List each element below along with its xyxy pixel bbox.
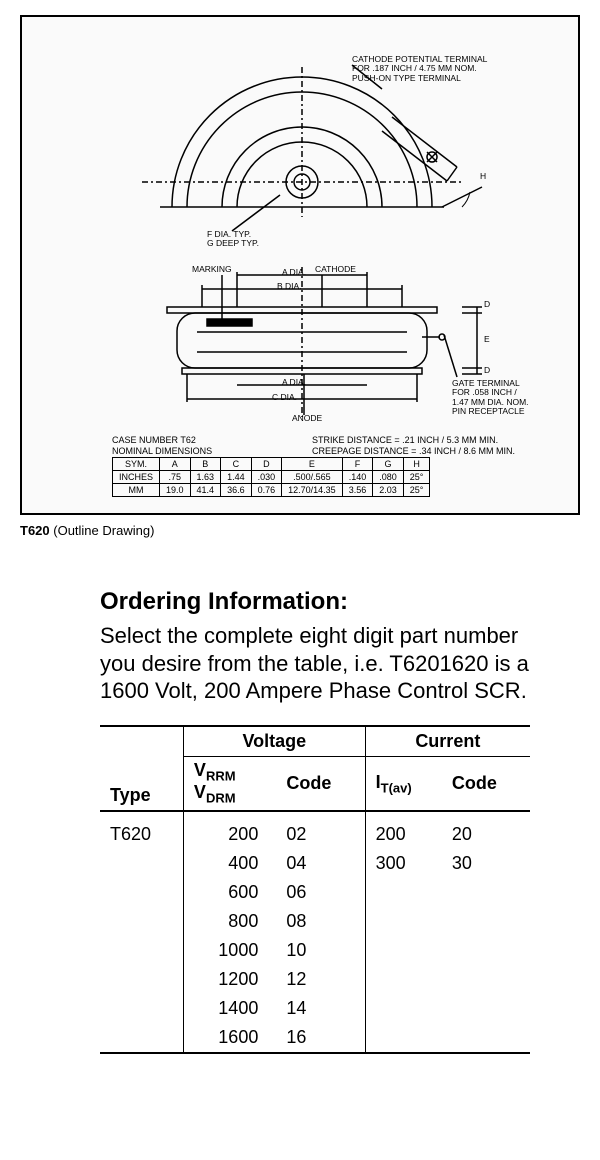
callout-c-dia: C DIA. [272,393,297,402]
order-row-3: 800 08 [100,907,530,936]
order-row-5: 1200 12 [100,965,530,994]
ordering-heading: Ordering Information: [100,588,530,616]
callout-b-dia: B DIA. [277,282,302,291]
dim-row-inches: INCHES .75 1.63 1.44 .030 .500/.565 .140… [113,471,430,484]
callout-d2: D [484,366,490,375]
type-value: T620 [100,811,183,849]
dim-h-c: C [221,458,252,471]
dim-h-g: G [373,458,404,471]
callout-cathode-terminal: CATHODE POTENTIAL TERMINAL FOR .187 INCH… [352,55,487,83]
callout-a-dia-top: A DIA. [282,268,306,277]
dim-h-f: F [342,458,373,471]
th-current: Current [365,726,530,757]
callout-cathode: CATHODE [315,265,356,274]
ordering-table: Type Voltage Current VRRM VDRM Code IT(a… [100,725,530,1055]
dim-h-h: H [403,458,430,471]
callout-f-dia: F DIA. TYP. G DEEP TYP. [207,230,259,249]
ordering-body: Select the complete eight digit part num… [100,622,530,705]
caption-bold: T620 [20,523,50,538]
callout-anode: ANODE [292,414,322,423]
outline-caption: T620 (Outline Drawing) [20,523,600,538]
th-icode: Code [442,756,530,811]
dimensions-table: SYM. A B C D E F G H INCHES .75 1.63 1.4… [112,457,430,497]
callout-h: H [480,172,486,181]
drawing-area: CATHODE POTENTIAL TERMINAL FOR .187 INCH… [22,17,578,367]
callout-e: E [484,335,490,344]
dims-caption-right: STRIKE DISTANCE = .21 INCH / 5.3 MM MIN.… [312,435,515,457]
callout-a-dia-bot: A DIA. [282,378,306,387]
order-row-2: 600 06 [100,878,530,907]
order-row-6: 1400 14 [100,994,530,1023]
dim-h-a: A [160,458,191,471]
order-row-4: 1000 10 [100,936,530,965]
caption-rest: (Outline Drawing) [50,523,155,538]
dim-h-d: D [251,458,282,471]
callout-gate-terminal: GATE TERMINAL FOR .058 INCH / 1.47 MM DI… [452,379,529,416]
dim-h-sym: SYM. [113,458,160,471]
order-row-0: T620 200 02 200 20 [100,811,530,849]
th-voltage: Voltage [183,726,365,757]
dim-h-e: E [282,458,343,471]
dims-caption-left: CASE NUMBER T62 NOMINAL DIMENSIONS [112,435,212,457]
th-vrrm: VRRM VDRM [183,756,276,811]
order-row-1: 400 04 300 30 [100,849,530,878]
ordering-section: Ordering Information: Select the complet… [100,588,530,1054]
th-type: Type [100,726,183,812]
dim-h-b: B [190,458,221,471]
callout-d1: D [484,300,490,309]
order-row-7: 1600 16 [100,1023,530,1053]
callout-marking: MARKING [192,265,232,274]
dim-row-mm: MM 19.0 41.4 36.6 0.76 12.70/14.35 3.56 … [113,484,430,497]
th-itav: IT(av) [365,756,442,811]
th-vcode: Code [276,756,365,811]
outline-drawing-box: CATHODE POTENTIAL TERMINAL FOR .187 INCH… [20,15,580,515]
